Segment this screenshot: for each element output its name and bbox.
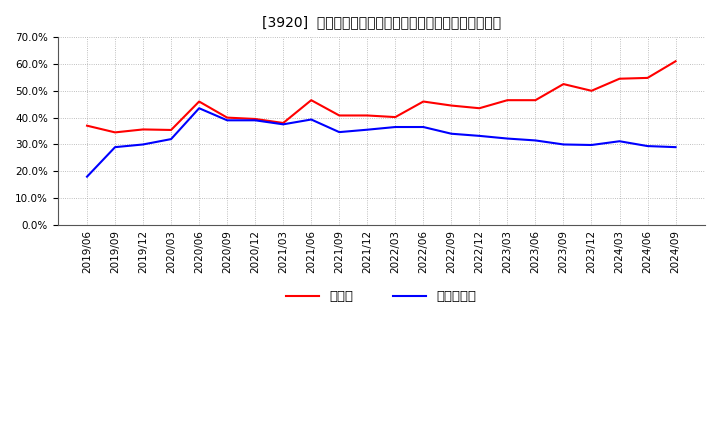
現預金 (503, 98, 512, 103)
現預金 (531, 98, 540, 103)
有利子負債 (307, 117, 315, 122)
有利子負債 (279, 122, 287, 127)
有利子負債 (167, 136, 176, 142)
現預金 (335, 113, 343, 118)
現預金 (222, 115, 231, 120)
現預金 (475, 106, 484, 111)
Line: 有利子負債: 有利子負債 (87, 108, 675, 177)
現預金 (195, 99, 204, 104)
現預金 (671, 59, 680, 64)
有利子負債 (475, 133, 484, 139)
現預金 (615, 76, 624, 81)
現預金 (391, 114, 400, 120)
有利子負債 (139, 142, 148, 147)
有利子負債 (363, 127, 372, 132)
現預金 (559, 81, 568, 87)
有利子負債 (83, 174, 91, 180)
現預金 (83, 123, 91, 128)
有利子負債 (503, 136, 512, 141)
現預金 (307, 98, 315, 103)
有利子負債 (195, 106, 204, 111)
有利子負債 (391, 125, 400, 130)
有利子負債 (559, 142, 568, 147)
現預金 (167, 127, 176, 132)
Title: [3920]  現預金、有利子負債の総資産に対する比率の推移: [3920] 現預金、有利子負債の総資産に対する比率の推移 (262, 15, 501, 29)
有利子負債 (222, 117, 231, 123)
Legend: 現預金, 有利子負債: 現預金, 有利子負債 (281, 285, 482, 308)
有利子負債 (531, 138, 540, 143)
有利子負債 (111, 144, 120, 150)
現預金 (588, 88, 596, 93)
有利子負債 (643, 143, 652, 149)
現預金 (363, 113, 372, 118)
有利子負債 (251, 117, 259, 123)
現預金 (643, 75, 652, 81)
有利子負債 (419, 125, 428, 130)
Line: 現預金: 現預金 (87, 61, 675, 132)
有利子負債 (615, 139, 624, 144)
現預金 (251, 116, 259, 121)
有利子負債 (335, 129, 343, 135)
現預金 (139, 127, 148, 132)
有利子負債 (588, 143, 596, 148)
有利子負債 (447, 131, 456, 136)
現預金 (447, 103, 456, 108)
有利子負債 (671, 144, 680, 150)
現預金 (279, 121, 287, 126)
現預金 (111, 130, 120, 135)
現預金 (419, 99, 428, 104)
